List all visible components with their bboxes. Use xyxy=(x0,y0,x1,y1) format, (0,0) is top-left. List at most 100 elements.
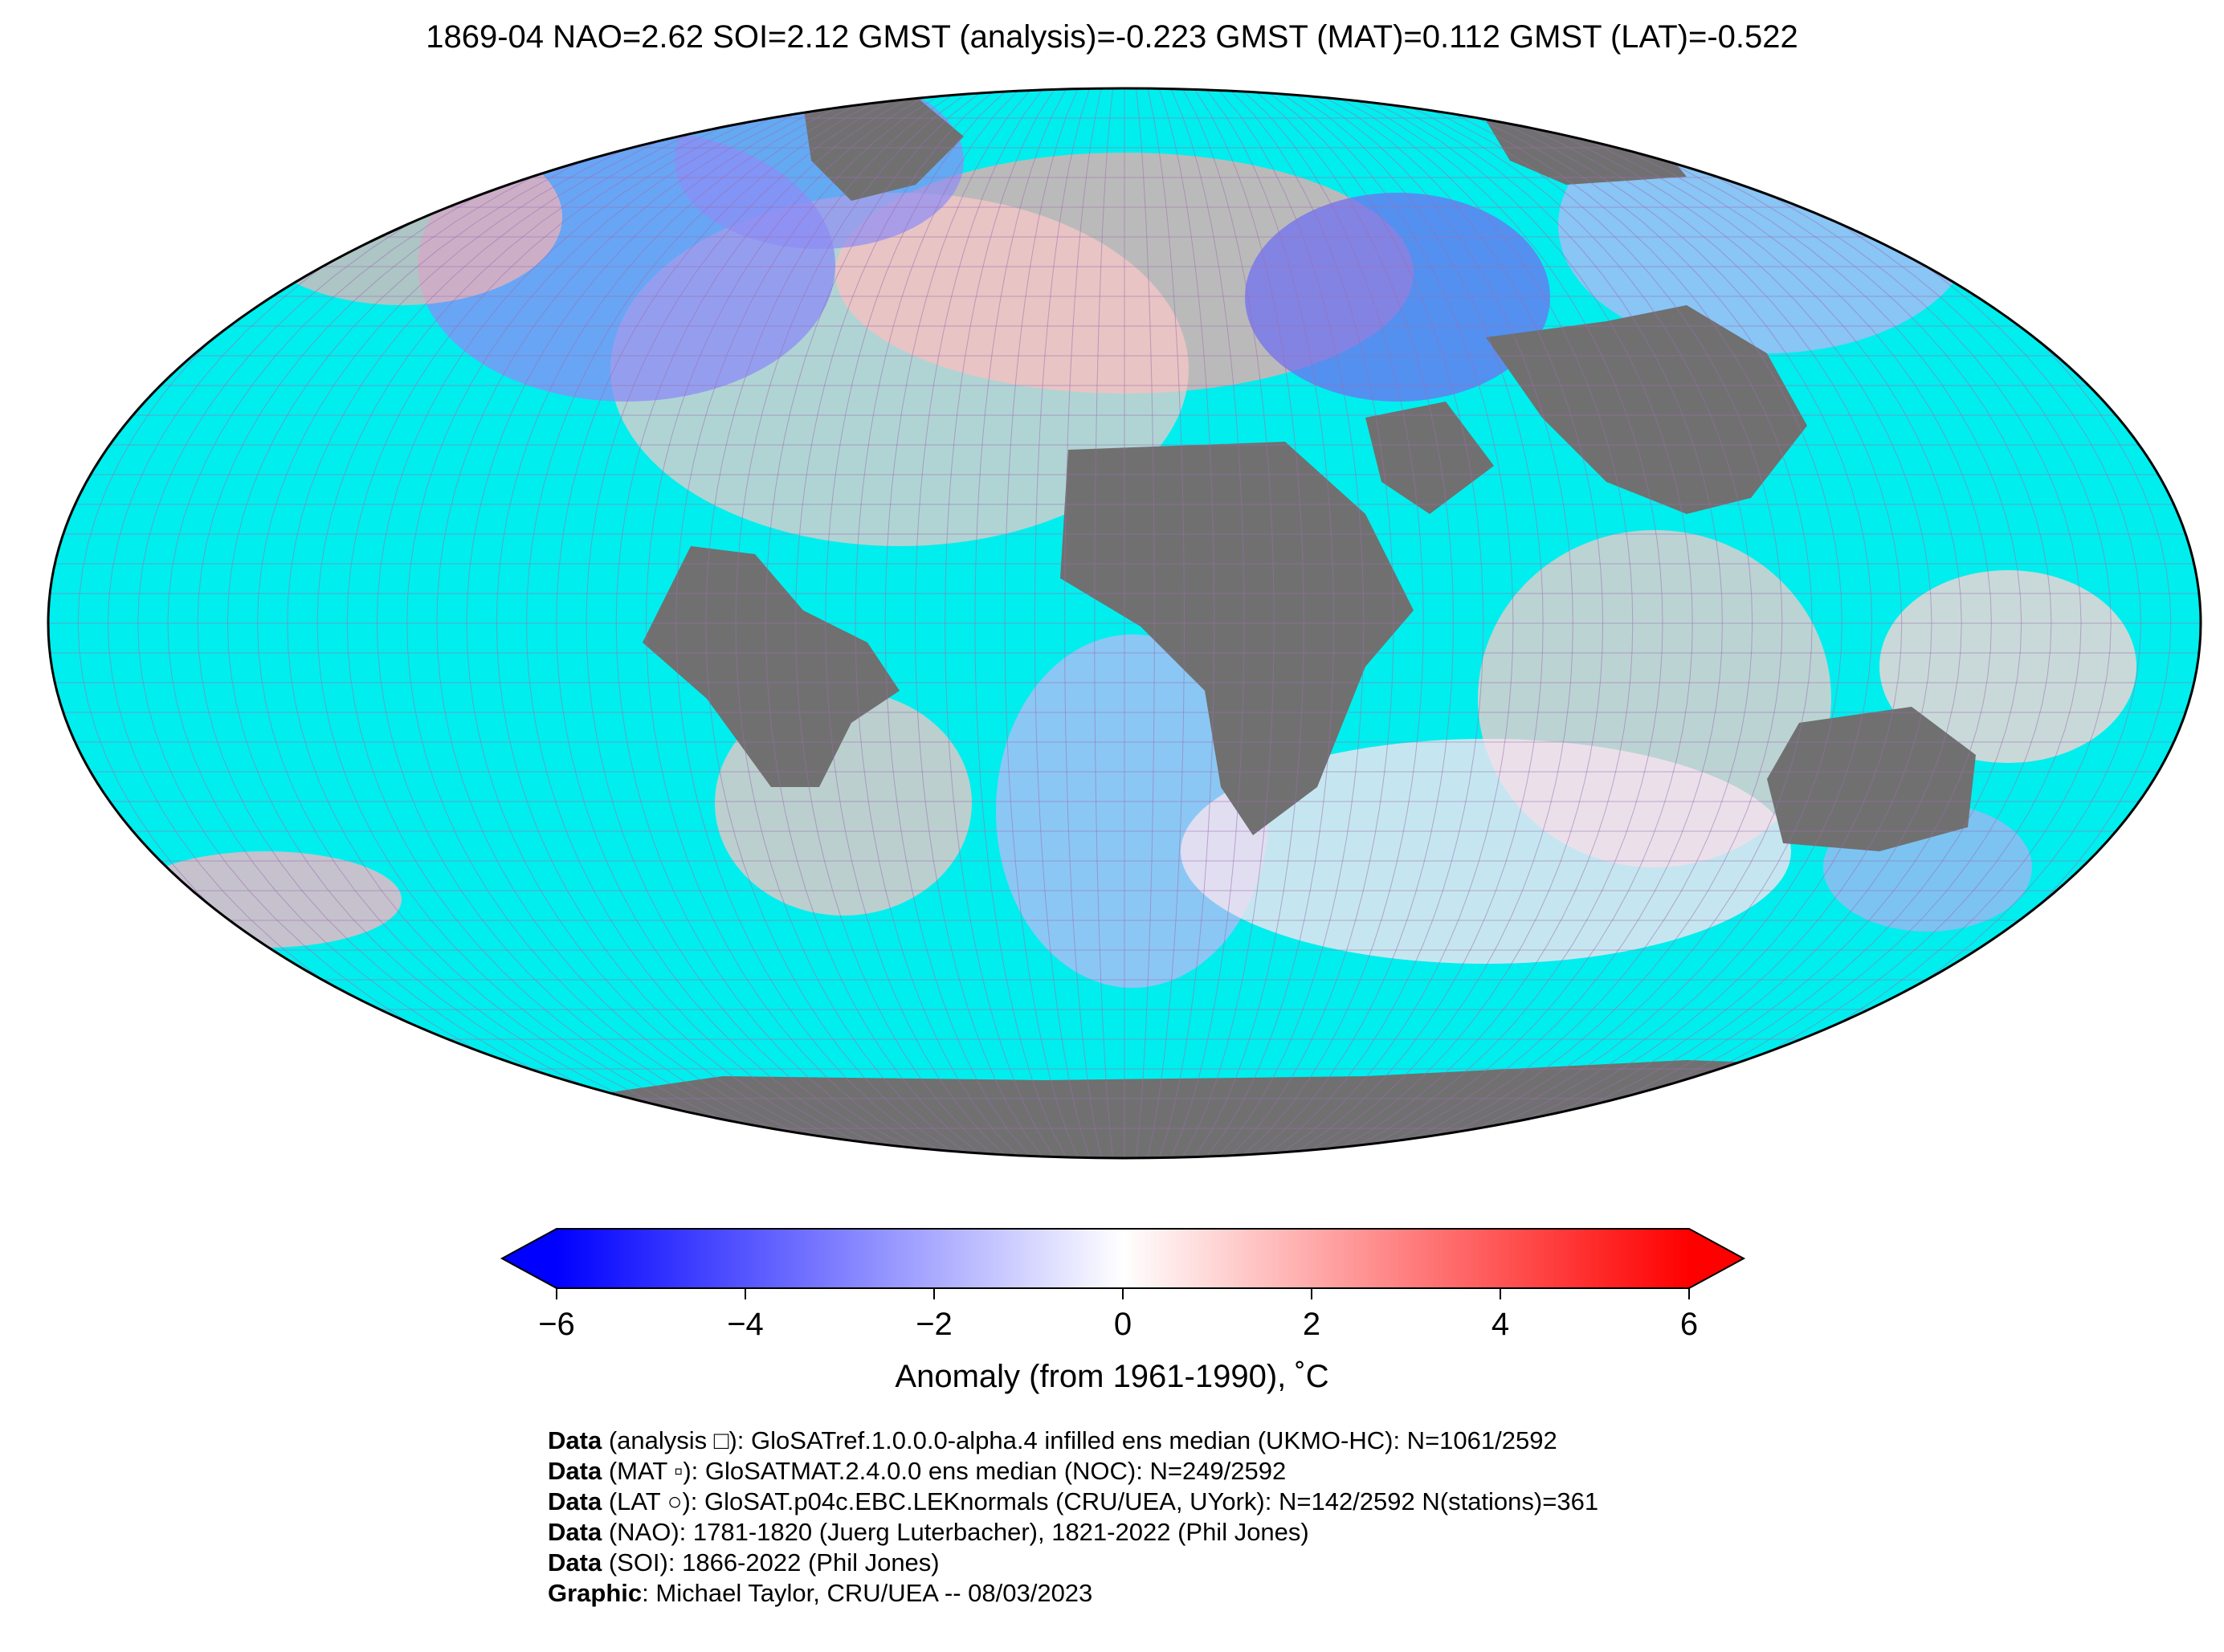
grid-longitude-line xyxy=(1402,88,1842,1158)
grid-longitude-line xyxy=(287,88,801,1158)
grid-longitude-line xyxy=(1390,88,1813,1158)
grid-longitude-line xyxy=(1170,88,1245,1158)
land-asia-nodata xyxy=(1486,305,1807,514)
grid-longitude-line xyxy=(1205,88,1335,1158)
grid-longitude-line xyxy=(945,88,1055,1158)
grid-longitude-line xyxy=(914,88,1044,1158)
grid-longitude-line xyxy=(1239,88,1424,1158)
colorbar-tick-label: −4 xyxy=(727,1307,764,1342)
grid-longitude-line xyxy=(257,88,790,1158)
grid-longitude-line xyxy=(1332,88,1663,1158)
grid-longitude-line xyxy=(1181,88,1275,1158)
colorbar-ticks: −6 −4 −2 0 2 4 6 xyxy=(538,1288,1698,1342)
anomaly-patch-westpacific-warm xyxy=(1879,570,2136,763)
credit-line-lat: Data (LAT ○): GloSAT.p04c.EBC.LEKnormals… xyxy=(548,1487,1599,1515)
grid-longitude-line xyxy=(1147,88,1185,1158)
land-south-america xyxy=(643,546,900,787)
grid-longitude-line xyxy=(1471,88,2022,1158)
colorbar-extend-min xyxy=(502,1229,557,1288)
grid-longitude-line xyxy=(1275,88,1514,1158)
colorbar-tick-label: −6 xyxy=(538,1307,575,1342)
grid-longitude-line xyxy=(1344,88,1693,1158)
grid-longitude-line xyxy=(1506,88,2112,1158)
grid-longitude-line xyxy=(1158,88,1215,1158)
grid-longitude-line xyxy=(1094,88,1114,1158)
grid-longitude-line xyxy=(1309,88,1604,1158)
land-greenland xyxy=(803,96,964,201)
colorbar-tick-label: −2 xyxy=(916,1307,953,1342)
grid-longitude-line xyxy=(795,88,998,1158)
grid-longitude-line xyxy=(1135,88,1155,1158)
credits-block: Data (analysis □): GloSATref.1.0.0.0-alp… xyxy=(548,1426,1598,1609)
grid-longitude-line xyxy=(1367,88,1753,1158)
grid-longitude-line xyxy=(855,88,1021,1158)
grid-longitude-line xyxy=(735,88,974,1158)
grid-longitude-line xyxy=(556,88,905,1158)
grid-longitude-line xyxy=(1379,88,1783,1158)
grid-longitude-line xyxy=(974,88,1067,1158)
grid-longitude-line xyxy=(406,88,847,1158)
grid-longitude-line xyxy=(346,88,824,1158)
grid-longitude-line xyxy=(615,88,928,1158)
land-arabia xyxy=(1365,402,1494,514)
grid-longitude-line xyxy=(1459,88,1992,1158)
grid-longitude-line xyxy=(1297,88,1573,1158)
grid-longitude-line xyxy=(765,88,986,1158)
grid-longitude-line xyxy=(675,88,952,1158)
grid-longitude-line xyxy=(137,88,743,1158)
grid-longitude-line xyxy=(1437,88,1932,1158)
grid-longitude-line xyxy=(1356,88,1723,1158)
grid-longitude-line xyxy=(1495,88,2082,1158)
figure-title: 1869-04 NAO=2.62 SOI=2.12 GMST (analysis… xyxy=(426,19,1798,55)
anomaly-patch-russia-cold xyxy=(1245,193,1550,402)
grid-longitude-line xyxy=(1286,88,1544,1158)
anomaly-patch-southatlantic-cold xyxy=(996,634,1269,988)
grid-longitude-line xyxy=(226,88,777,1158)
colorbar-tick-label: 4 xyxy=(1492,1307,1509,1342)
credit-line-analysis: Data (analysis □): GloSATref.1.0.0.0-alp… xyxy=(548,1426,1557,1454)
globe-outline xyxy=(47,87,2202,1160)
grid-longitude-line xyxy=(526,88,893,1158)
grid-longitude-line xyxy=(1414,88,1873,1158)
grid-longitude-line xyxy=(1448,88,1962,1158)
colorbar-tick-label: 2 xyxy=(1303,1307,1320,1342)
grid-longitude-line xyxy=(1483,88,2052,1158)
credit-line-graphic: Graphic: Michael Taylor, CRU/UEA -- 08/0… xyxy=(548,1579,1093,1607)
grid-longitude-line xyxy=(1251,88,1454,1158)
grid-longitude-line xyxy=(645,88,940,1158)
grid-longitude-line xyxy=(197,88,766,1158)
colorbar-tick-label: 0 xyxy=(1114,1307,1132,1342)
grid-longitude-line xyxy=(705,88,963,1158)
credit-line-soi: Data (SOI): 1866-2022 (Phil Jones) xyxy=(548,1548,940,1577)
grid-longitude-line xyxy=(1263,88,1484,1158)
colorbar-gradient xyxy=(557,1229,1689,1288)
grid-longitude-line xyxy=(1216,88,1365,1158)
grid-longitude-line xyxy=(376,88,835,1158)
grid-longitude-line xyxy=(586,88,916,1158)
grid-longitude-line xyxy=(436,88,859,1158)
colorbar-label: Anomaly (from 1961-1990), ˚C xyxy=(895,1359,1329,1394)
grid-longitude-line xyxy=(466,88,870,1158)
grid-longitude-line xyxy=(316,88,812,1158)
grid-longitude-line xyxy=(496,88,882,1158)
colorbar-tick-label: 6 xyxy=(1680,1307,1698,1342)
grid-longitude-line xyxy=(1194,88,1304,1158)
colorbar-extend-max xyxy=(1689,1229,1744,1288)
credit-line-mat: Data (MAT ▫): GloSATMAT.2.4.0.0 ens medi… xyxy=(548,1457,1287,1485)
land-africa xyxy=(1060,442,1414,835)
grid-longitude-line xyxy=(1004,88,1079,1158)
grid-longitude-line xyxy=(884,88,1033,1158)
credit-line-nao: Data (NAO): 1781-1820 (Juerg Luterbacher… xyxy=(548,1518,1309,1546)
grid-longitude-line xyxy=(1064,88,1102,1158)
land-australia xyxy=(1767,707,1976,851)
grid-longitude-line xyxy=(1228,88,1394,1158)
grid-lines xyxy=(48,88,2201,1158)
grid-longitude-line xyxy=(1425,88,1903,1158)
grid-longitude-line xyxy=(167,88,754,1158)
grid-longitude-line xyxy=(1034,88,1091,1158)
grid-longitude-line xyxy=(825,88,1010,1158)
grid-longitude-line xyxy=(1320,88,1634,1158)
